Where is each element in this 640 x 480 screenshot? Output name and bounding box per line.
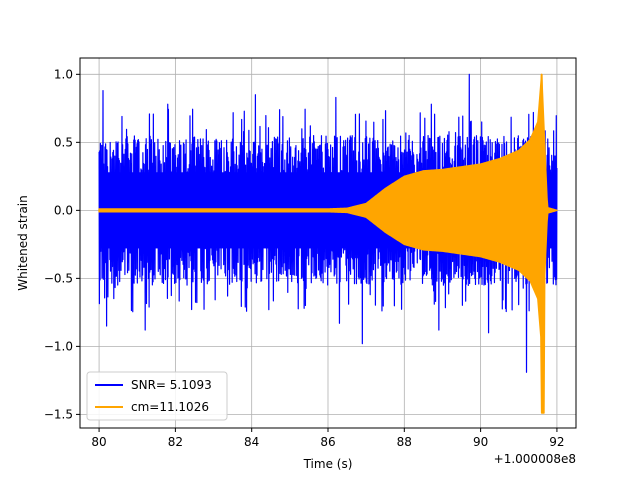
y-axis: 1.0 0.5 0.0 −0.5 −1.0 −1.5 xyxy=(44,67,80,421)
legend-label-cm: cm=11.1026 xyxy=(131,400,209,414)
x-tick-label: 82 xyxy=(168,435,183,449)
y-tick-label: −1.5 xyxy=(44,407,73,421)
y-tick-label: 0.5 xyxy=(54,135,73,149)
x-tick-label: 90 xyxy=(473,435,488,449)
legend-label-snr: SNR= 5.1093 xyxy=(131,378,212,392)
y-tick-label: 1.0 xyxy=(54,67,73,81)
cm-series-spike xyxy=(540,74,544,414)
x-tick-label: 84 xyxy=(244,435,259,449)
y-axis-label: Whitened strain xyxy=(16,195,30,291)
x-tick-label: 92 xyxy=(549,435,564,449)
x-tick-label: 88 xyxy=(397,435,412,449)
x-axis: 80 82 84 86 88 90 92 xyxy=(91,428,565,449)
y-tick-label: 0.0 xyxy=(54,203,73,217)
plot-area xyxy=(98,73,558,414)
x-tick-label: 80 xyxy=(91,435,106,449)
series-group xyxy=(98,73,558,414)
x-offset-label: +1.000008e8 xyxy=(494,452,576,466)
y-tick-label: −1.0 xyxy=(44,339,73,353)
legend: SNR= 5.1093 cm=11.1026 xyxy=(86,371,228,421)
y-tick-label: −0.5 xyxy=(44,271,73,285)
cm-series-envelope xyxy=(98,73,558,414)
x-tick-label: 86 xyxy=(320,435,335,449)
x-axis-label: Time (s) xyxy=(303,457,353,471)
